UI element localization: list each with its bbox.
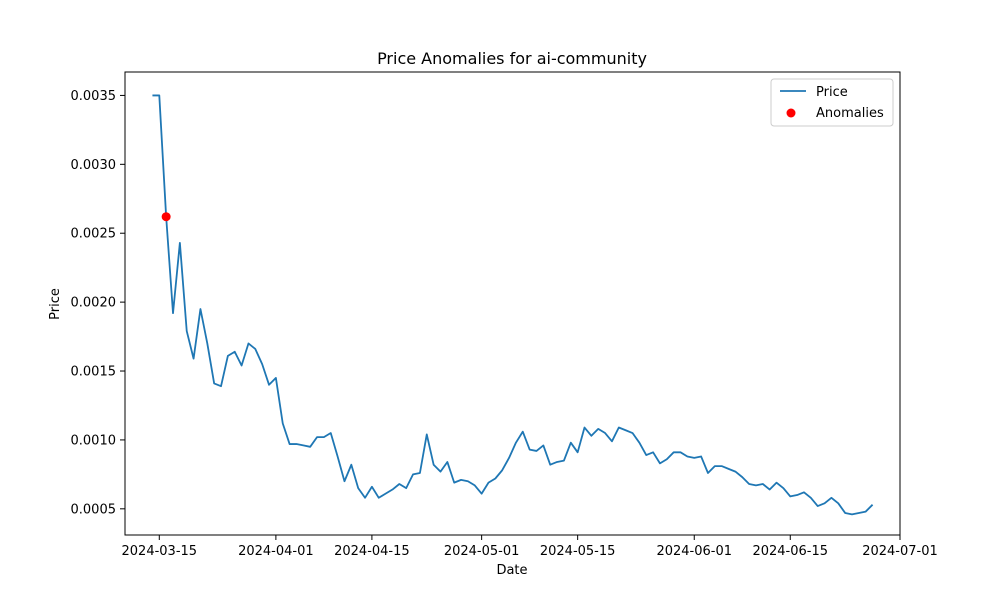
legend-anomalies-swatch — [786, 108, 796, 118]
x-tick-label: 2024-03-15 — [122, 544, 198, 559]
plot-area — [124, 71, 901, 536]
legend-price-label: Price — [816, 85, 848, 100]
x-tick-label: 2024-04-01 — [238, 544, 314, 559]
price-series-line — [152, 94, 874, 516]
y-tick-label: 0.0015 — [71, 365, 117, 380]
x-tick-label: 2024-06-15 — [752, 544, 828, 559]
anomaly-point — [161, 212, 171, 222]
x-tick-label: 2024-04-15 — [334, 544, 410, 559]
y-tick-label: 0.0035 — [71, 89, 117, 104]
x-tick-label: 2024-06-01 — [656, 544, 732, 559]
y-axis-label: Price — [48, 288, 63, 320]
x-tick-label: 2024-05-01 — [444, 544, 520, 559]
x-axis: 2024-03-15 2024-04-01 2024-04-15 2024-05-01… — [122, 535, 938, 559]
x-tick-label: 2024-07-01 — [862, 544, 938, 559]
y-tick-label: 0.0005 — [71, 502, 117, 517]
y-tick-label: 0.0025 — [71, 227, 117, 242]
legend: Price Anomalies — [770, 78, 894, 127]
y-tick-label: 0.0030 — [71, 158, 117, 173]
chart-title: Price Anomalies for ai-community — [377, 49, 647, 68]
anomaly-series — [161, 212, 171, 222]
y-axis: 0.0005 0.0010 0.0015 0.0020 0.0025 0.0030 0.00… — [71, 89, 125, 517]
x-axis-label: Date — [496, 563, 527, 578]
y-tick-label: 0.0010 — [71, 433, 117, 448]
y-tick-label: 0.0020 — [71, 296, 117, 311]
x-tick-label: 2024-05-15 — [540, 544, 616, 559]
legend-anomalies-label: Anomalies — [816, 106, 884, 121]
